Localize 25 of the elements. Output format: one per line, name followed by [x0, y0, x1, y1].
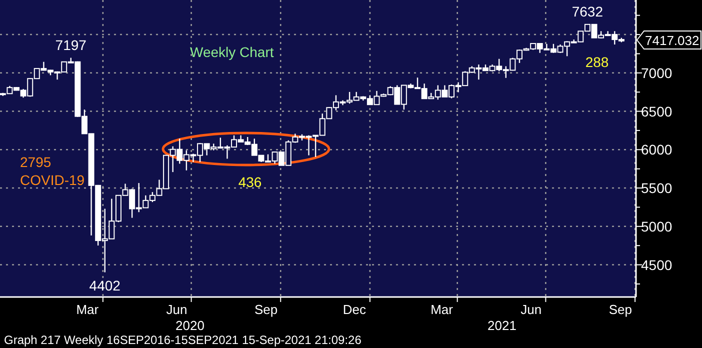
y-tick-label: 6500 [641, 103, 672, 120]
annotation: COVID-19 [20, 172, 85, 188]
y-tick-label: 4500 [641, 256, 672, 273]
text: 7417.032 [645, 33, 700, 48]
annotation: 288 [585, 54, 609, 70]
x-tick-label: Dec [342, 302, 366, 317]
text: 2020 [176, 318, 204, 333]
text: Weekly Chart [190, 44, 274, 60]
x-tick-label: Mar [430, 302, 454, 317]
y-tick-label: 5000 [641, 218, 672, 234]
x-tick-label: Jun [520, 302, 542, 317]
y-tick-label: 5500 [641, 180, 672, 196]
annotation: 7197 [55, 36, 87, 53]
annotation: 2795 [20, 154, 52, 170]
text: 2021 [488, 318, 516, 333]
x-tick-label: Mar [76, 302, 100, 317]
annotation: 7632 [572, 3, 604, 20]
annotation: 4402 [89, 277, 121, 294]
annotation: 436 [238, 174, 262, 190]
caption: Graph 217 Weekly 16SEP2016-15SEP2021 15-Sep-2021 21:09:26 [4, 333, 362, 347]
x-tick-label: Sep [254, 302, 278, 317]
x-tick-label: Jun [166, 302, 188, 317]
y-tick-label: 7000 [641, 64, 672, 81]
y-tick-label: 6000 [641, 142, 672, 158]
x-tick-label: Sep [608, 302, 632, 317]
